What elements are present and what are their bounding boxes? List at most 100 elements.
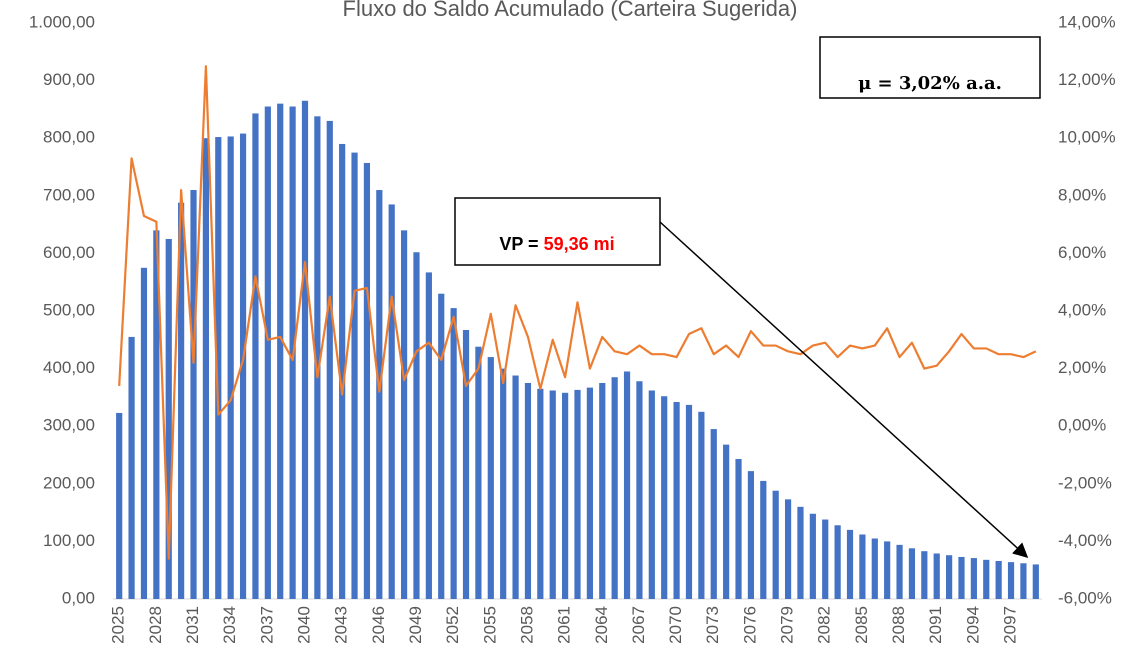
bar — [846, 529, 854, 599]
y-tick-label: 1.000,00 — [29, 12, 95, 31]
x-tick-label: 2082 — [815, 606, 834, 644]
y2-tick-label: 14,00% — [1058, 12, 1116, 31]
x-tick-label: 2049 — [406, 606, 425, 644]
bar — [140, 267, 148, 599]
y-tick-label: 700,00 — [43, 185, 95, 204]
x-tick-label: 2094 — [963, 606, 982, 644]
bar — [574, 389, 581, 599]
bar — [400, 230, 408, 600]
bar — [264, 106, 271, 600]
bar — [921, 551, 928, 599]
y2-tick-label: 4,00% — [1058, 300, 1106, 319]
bar — [822, 519, 829, 599]
bar — [983, 559, 990, 599]
bar — [871, 538, 878, 599]
bar — [723, 444, 730, 599]
bar — [747, 471, 755, 599]
bar — [1020, 563, 1027, 599]
x-tick-label: 2058 — [517, 606, 536, 644]
x-tick-label: 2064 — [592, 606, 611, 644]
x-tick-label: 2070 — [666, 606, 685, 644]
bar — [339, 143, 346, 599]
bar — [970, 558, 977, 599]
bar — [809, 513, 816, 599]
x-tick-label: 2073 — [703, 606, 722, 644]
vp-prefix: VP = — [499, 234, 538, 254]
y2-tick-label: 6,00% — [1058, 243, 1106, 262]
bar — [586, 387, 593, 599]
x-tick-label: 2097 — [1001, 606, 1020, 644]
x-tick-label: 2091 — [926, 606, 945, 644]
bar — [896, 544, 903, 599]
bar — [202, 138, 209, 599]
bar — [252, 113, 259, 599]
y2-tick-label: 12,00% — [1058, 70, 1116, 89]
bar — [301, 100, 309, 599]
y2-tick-label: -2,00% — [1058, 473, 1112, 492]
bar — [611, 377, 618, 599]
arrow — [659, 221, 1029, 559]
bar — [562, 392, 569, 599]
y2-tick-label: 10,00% — [1058, 128, 1116, 147]
vp-value: 59,36 mi — [544, 234, 615, 254]
x-tick-label: 2028 — [146, 606, 165, 644]
x-tick-label: 2052 — [443, 606, 462, 644]
bar — [673, 402, 680, 599]
x-tick-label: 2031 — [183, 606, 202, 644]
bar — [760, 480, 767, 599]
line — [118, 65, 1037, 560]
bar — [475, 346, 482, 599]
bar — [908, 548, 916, 599]
y-tick-label: 800,00 — [43, 128, 95, 147]
bar — [425, 272, 432, 599]
x-tick-label: 2088 — [889, 606, 908, 644]
x-tick-label: 2061 — [555, 606, 574, 644]
x-tick-label: 2037 — [257, 606, 276, 644]
x-tick-label: 2085 — [852, 606, 871, 644]
bar — [178, 202, 185, 599]
bar — [413, 252, 420, 600]
bar — [784, 499, 792, 599]
bar — [549, 390, 556, 599]
bar — [859, 534, 866, 599]
y2-tick-label: 0,00% — [1058, 416, 1106, 435]
bar — [797, 506, 804, 599]
y-tick-label: 200,00 — [43, 473, 95, 492]
bar — [636, 381, 643, 599]
bar — [661, 396, 668, 599]
bar — [648, 390, 655, 599]
x-tick-label: 2076 — [740, 606, 759, 644]
y-tick-label: 500,00 — [43, 300, 95, 319]
y-tick-label: 400,00 — [43, 358, 95, 377]
bar — [685, 404, 693, 599]
bar — [277, 103, 284, 599]
bar — [500, 368, 507, 599]
bar — [314, 116, 321, 599]
y-tick-label: 300,00 — [43, 416, 95, 435]
bar — [215, 137, 222, 599]
bar — [524, 383, 532, 599]
x-tick-label: 2034 — [220, 606, 239, 644]
x-tick-label: 2055 — [480, 606, 499, 644]
annotation-box — [819, 36, 1041, 99]
y-tick-label: 100,00 — [43, 531, 95, 550]
bar — [1032, 564, 1039, 599]
chart-title: Fluxo do Saldo Acumulado (Carteira Suger… — [343, 0, 798, 21]
x-tick-label: 2067 — [629, 606, 648, 644]
bar — [698, 411, 705, 599]
bar — [933, 553, 940, 599]
bar — [153, 230, 160, 600]
x-tick-label: 2025 — [109, 606, 128, 644]
y2-tick-label: -6,00% — [1058, 588, 1112, 607]
bar — [772, 490, 779, 599]
bar — [1007, 562, 1015, 599]
bar — [599, 383, 606, 599]
y-tick-label: 900,00 — [43, 70, 95, 89]
vp-annotation: VP = 59,36 mi — [499, 234, 614, 254]
bar — [946, 555, 953, 599]
bar — [326, 120, 333, 600]
y2-tick-label: -4,00% — [1058, 531, 1112, 550]
x-tick-label: 2079 — [778, 606, 797, 644]
bar — [438, 293, 445, 599]
